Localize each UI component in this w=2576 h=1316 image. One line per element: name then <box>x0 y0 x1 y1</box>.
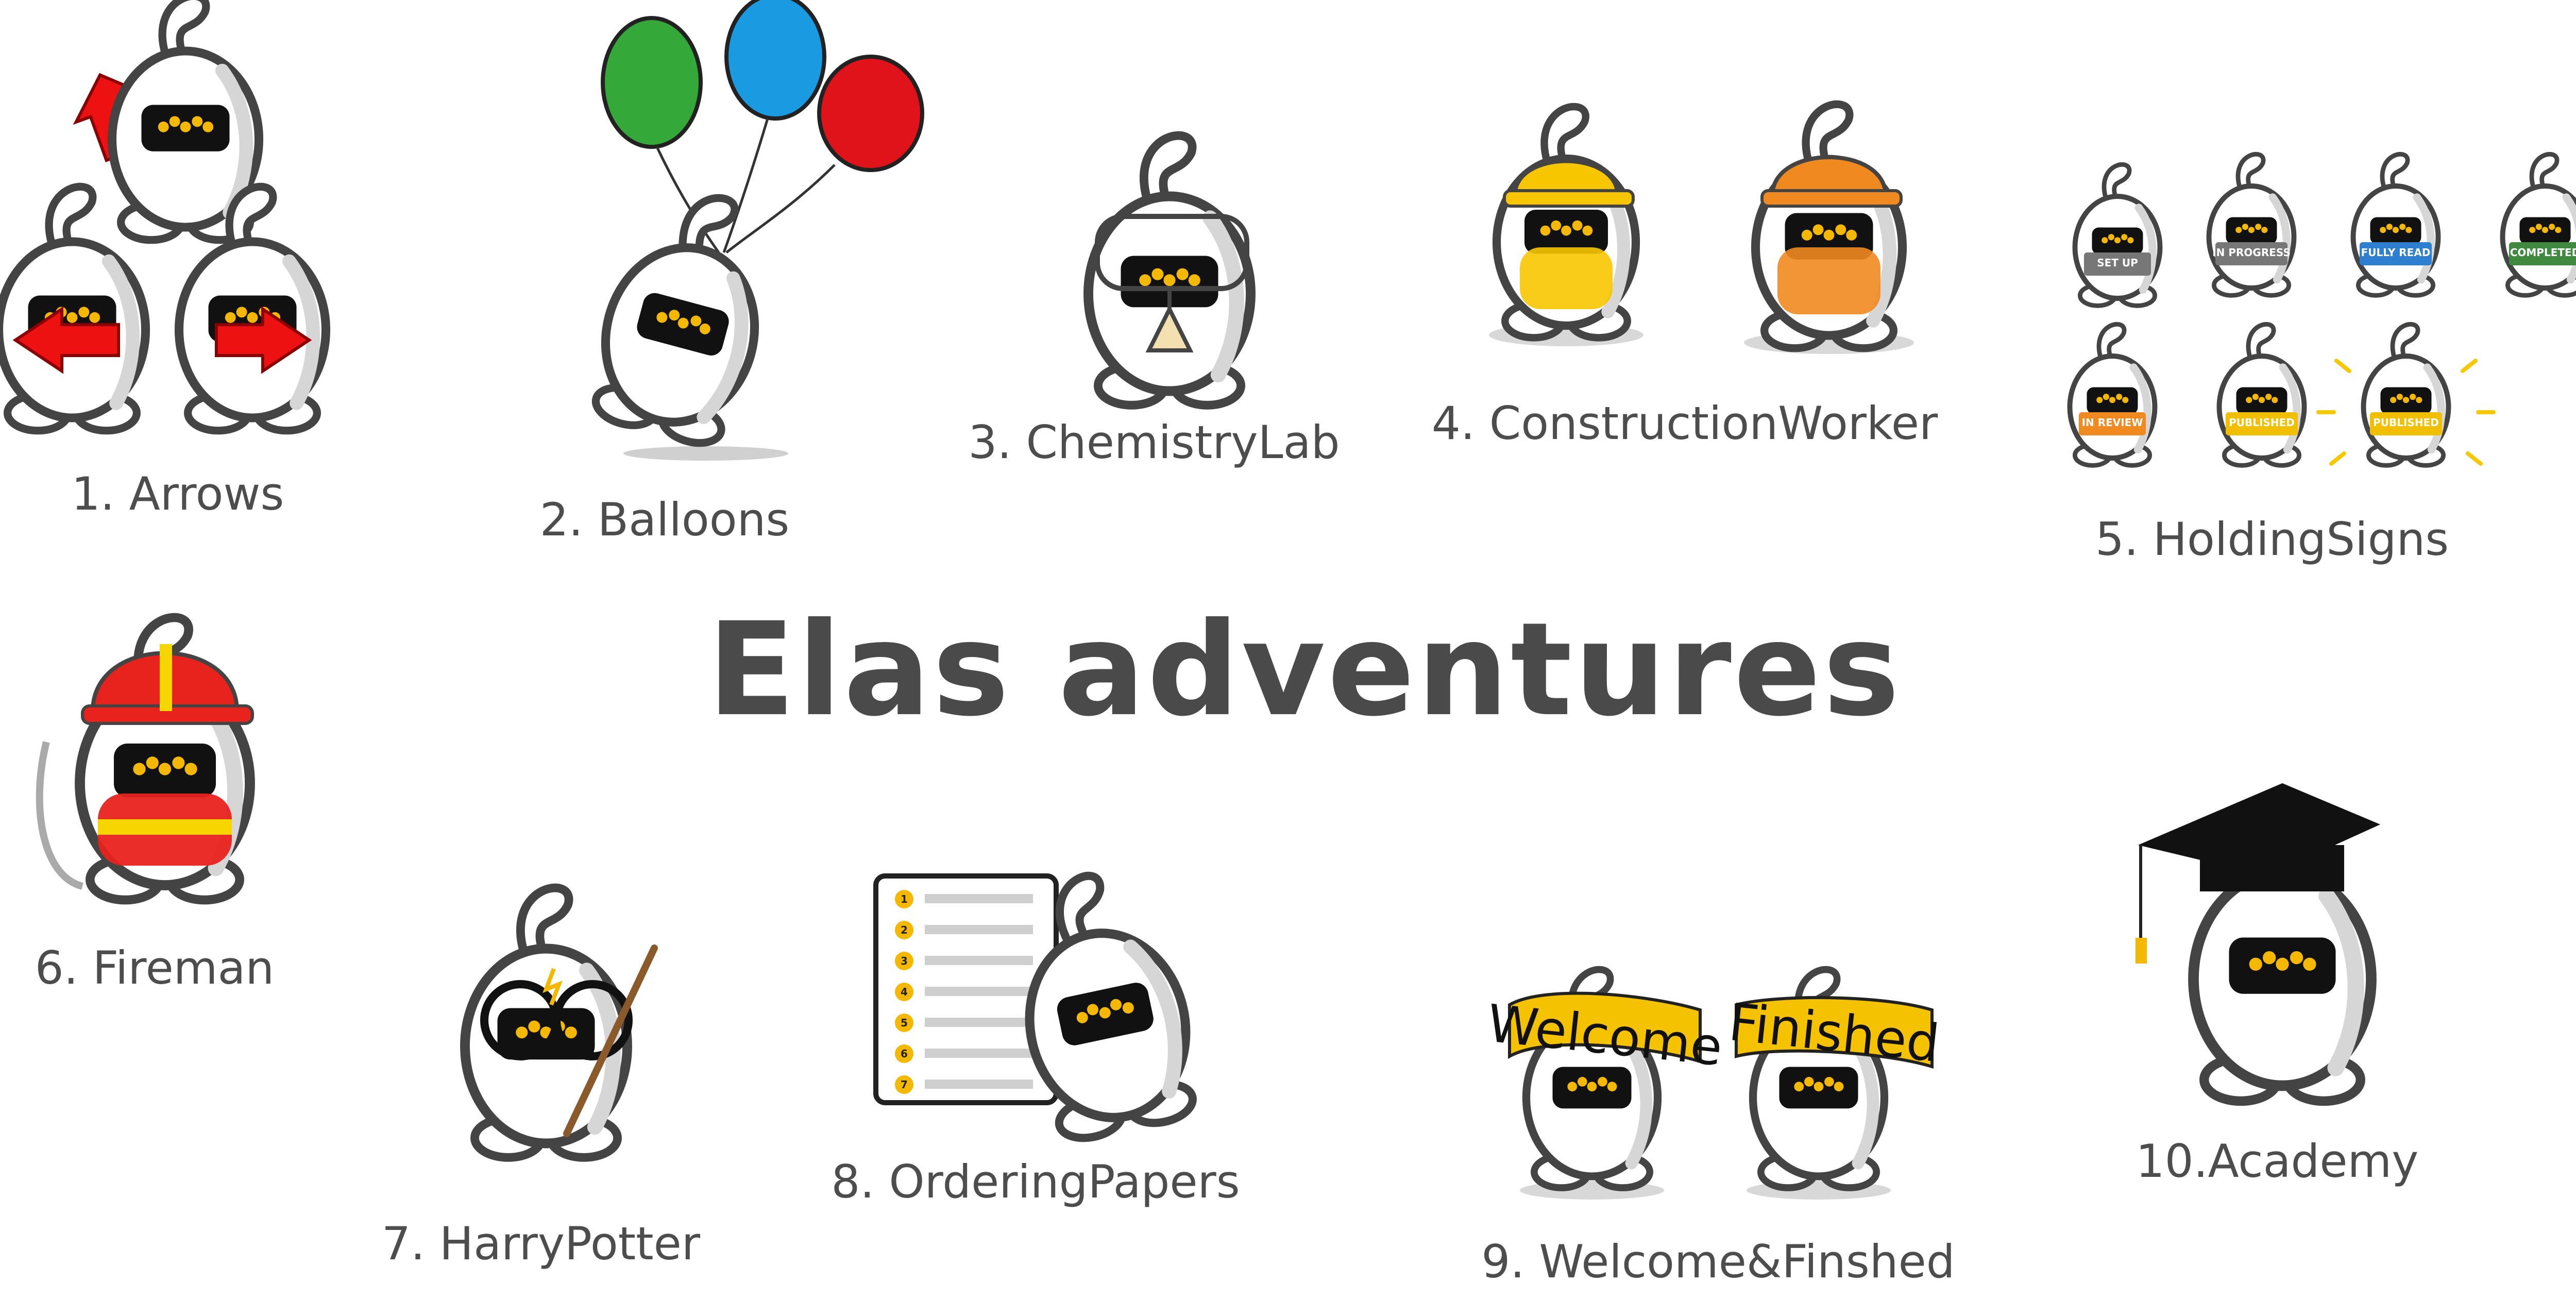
scene-arrows <box>0 0 326 431</box>
sign-text-published: PUBLISHED <box>2229 416 2295 429</box>
scene-balloons <box>583 0 924 461</box>
caption-arrows: 1. Arrows <box>71 467 284 520</box>
caption-welcome-finished: 9. Welcome&Finshed <box>1481 1235 1955 1288</box>
caption-academy: 10.Academy <box>2136 1135 2419 1188</box>
caption-harry-potter: 7. HarryPotter <box>381 1217 701 1270</box>
caption-holding-signs: 5. HoldingSigns <box>2095 513 2449 566</box>
scene-chemistry <box>1089 136 1251 405</box>
sign-completed <box>2509 242 2576 265</box>
sign-in-progress <box>2215 242 2287 265</box>
sign-text-published-2: PUBLISHED <box>2373 416 2439 429</box>
scene-fireman <box>36 617 252 900</box>
sign-in-review <box>2079 412 2146 435</box>
sign-published <box>2226 412 2298 435</box>
sign-text-in-review: IN REVIEW <box>2081 416 2143 429</box>
caption-construction-worker: 4. ConstructionWorker <box>1431 397 1938 450</box>
sign-setup <box>2084 252 2151 276</box>
scene-academy <box>2136 783 2380 1101</box>
list-number-7: 7 <box>901 1078 908 1091</box>
sign-text-in-progress: IN PROGRESS <box>2212 246 2291 259</box>
list-number-5: 5 <box>901 1017 908 1029</box>
list-number-2: 2 <box>901 924 908 936</box>
sign-text-setup: SET UP <box>2097 257 2138 269</box>
caption-fireman: 6. Fireman <box>35 941 275 994</box>
list-number-3: 3 <box>901 955 908 967</box>
scene-ordering-papers <box>873 862 1206 1145</box>
list-number-4: 4 <box>901 986 908 998</box>
scene-holding-signs <box>2070 154 2576 465</box>
caption-balloons: 2. Balloons <box>539 493 790 546</box>
scene-construction <box>1489 104 1914 354</box>
scene-welcome-finished <box>1508 970 1934 1200</box>
scene-harry-potter <box>465 888 658 1157</box>
list-number-1: 1 <box>901 893 908 905</box>
caption-chemistry-lab: 3. ChemistryLab <box>968 416 1340 469</box>
list-number-6: 6 <box>901 1048 908 1060</box>
sign-text-fully-read: FULLY READ <box>2361 246 2431 259</box>
sign-fully-read <box>2360 242 2432 265</box>
sign-published-2 <box>2370 412 2442 435</box>
sign-text-completed: COMPLETED <box>2510 246 2576 259</box>
caption-ordering-papers: 8. OrderingPapers <box>831 1155 1240 1208</box>
page-title: Elas adventures <box>707 595 1902 745</box>
